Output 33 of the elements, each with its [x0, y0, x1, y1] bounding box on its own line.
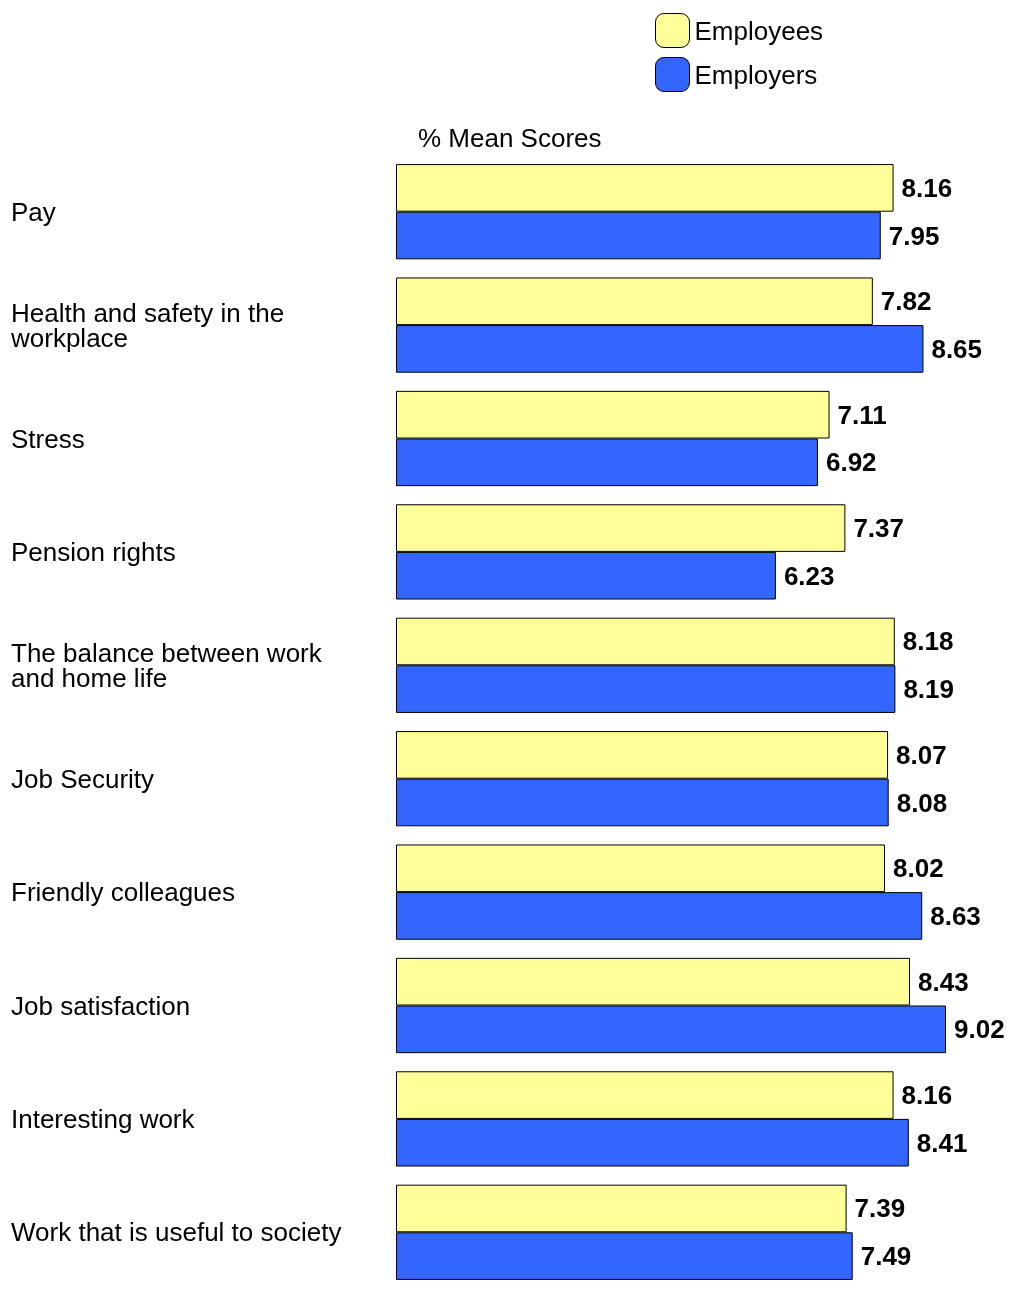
data-label: 8.41 — [916, 1127, 968, 1158]
legend-label: Employers — [694, 59, 818, 90]
y-tick-label: Health and safety in the workplace — [10, 297, 292, 353]
data-label: 7.95 — [888, 220, 940, 251]
y-tick-label: Pay — [11, 196, 56, 227]
data-label: 7.11 — [837, 399, 887, 430]
y-tick-label: Work that is useful to society — [11, 1217, 342, 1248]
data-label: 7.37 — [853, 513, 904, 544]
y-tick-label: Job satisfaction — [11, 990, 191, 1021]
data-label: 9.02 — [954, 1014, 1005, 1045]
data-label: 8.08 — [896, 787, 948, 818]
y-tick-label: The balance between work and home life — [11, 637, 329, 693]
chart-title: % Mean Scores — [418, 123, 602, 153]
data-label: 8.07 — [896, 739, 947, 770]
y-tick-label: Pension rights — [11, 536, 176, 567]
y-tick-label: Job Security — [11, 763, 155, 794]
data-label: 6.92 — [825, 447, 877, 478]
data-label: 8.19 — [903, 674, 954, 705]
y-tick-label: Stress — [11, 423, 85, 454]
y-tick-label: Interesting work — [11, 1103, 196, 1134]
data-label: 6.23 — [783, 560, 835, 591]
data-label: 7.39 — [854, 1193, 906, 1224]
data-label: 8.18 — [902, 626, 954, 657]
y-tick-label: Friendly colleagues — [11, 877, 236, 908]
data-label: 8.16 — [901, 1080, 953, 1111]
data-label: 8.02 — [893, 853, 944, 884]
data-label: 8.43 — [918, 966, 969, 997]
data-label: 7.49 — [860, 1241, 912, 1272]
data-label: 8.63 — [930, 900, 981, 931]
data-label: 8.65 — [931, 333, 983, 364]
data-label: 7.82 — [880, 286, 932, 317]
legend-label: Employees — [694, 15, 824, 46]
data-label: 8.16 — [901, 172, 953, 203]
